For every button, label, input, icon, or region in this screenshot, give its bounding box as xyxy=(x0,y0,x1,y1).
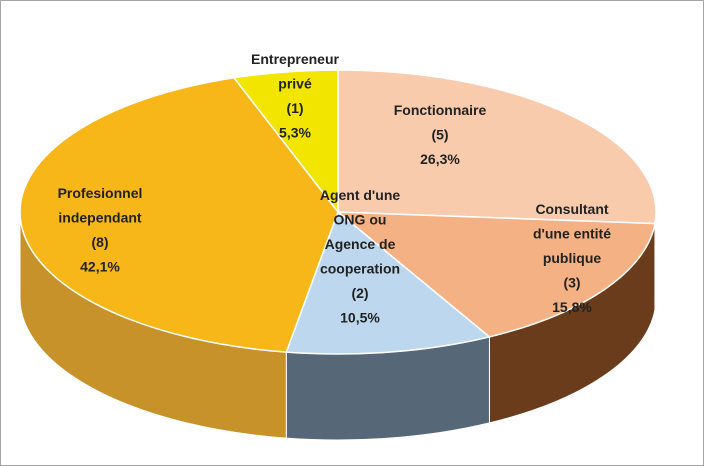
slice-count-label: (3) xyxy=(563,275,580,291)
slice-label: Fonctionnaire xyxy=(394,102,487,118)
slice-count-label: (2) xyxy=(351,285,368,301)
slice xyxy=(19,76,339,353)
slice-value-label: 26,3% xyxy=(420,151,460,167)
slice xyxy=(335,211,656,338)
slice-label: Agent d'une ONG ou Agence de cooperation xyxy=(320,187,401,277)
slice-value-label: 15,8% xyxy=(552,299,592,315)
slice xyxy=(337,69,657,225)
slice-count-label: (1) xyxy=(286,100,303,116)
slice-count-label: (5) xyxy=(431,127,448,143)
slice-label: Entrepreneur privé xyxy=(251,51,339,92)
slice-count-label: (8) xyxy=(91,234,108,250)
slice-value-label: 5,3% xyxy=(279,125,311,141)
slice-value-label: 42,1% xyxy=(80,259,120,275)
slice xyxy=(232,69,339,215)
slice-label: Profesionnel independant xyxy=(58,185,143,226)
slice-label: Consultant d'une entité publique xyxy=(533,201,611,266)
slice-value-label: 10,5% xyxy=(340,310,380,326)
slice xyxy=(285,210,492,355)
